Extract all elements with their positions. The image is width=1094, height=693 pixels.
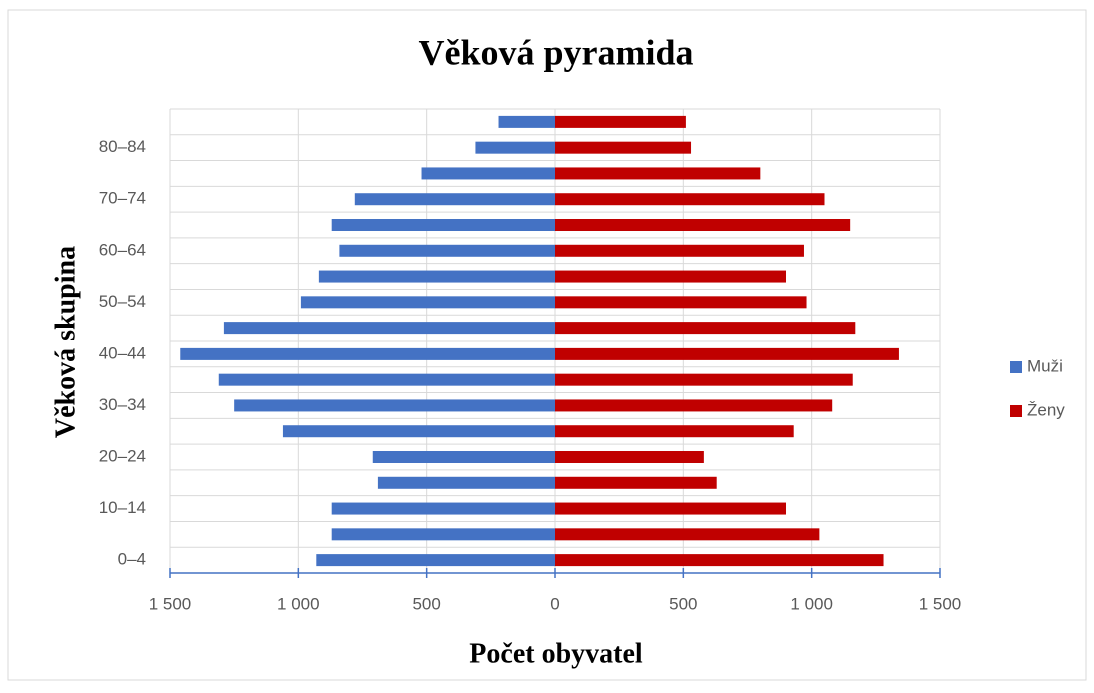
chart-title: Věková pyramida [418, 32, 693, 72]
bar [318, 270, 555, 283]
bar [555, 476, 717, 489]
bar [354, 193, 555, 206]
y-tick-label: 20–24 [99, 446, 146, 465]
bar [555, 141, 692, 154]
bar [316, 554, 555, 567]
x-tick-label: 1 500 [919, 594, 962, 613]
y-tick-label: 0–4 [118, 550, 146, 569]
bar [282, 425, 555, 438]
bar [555, 554, 884, 567]
y-tick-label: 10–14 [99, 498, 146, 517]
bar [300, 296, 555, 309]
bar [331, 219, 555, 231]
x-tick-label: 0 [550, 594, 559, 613]
bar [372, 451, 555, 463]
bar [421, 167, 555, 180]
bar [377, 476, 555, 489]
y-axis-title: Věková skupina [50, 246, 81, 438]
bar [555, 451, 704, 463]
bar [555, 502, 786, 515]
bar [555, 322, 856, 335]
bar [555, 193, 825, 206]
bar [218, 373, 555, 386]
x-tick-label: 1 000 [790, 594, 833, 613]
y-tick-label: 60–64 [99, 240, 146, 259]
bar [498, 115, 555, 128]
y-tick-label: 30–34 [99, 395, 146, 414]
y-tick-label: 80–84 [99, 137, 146, 156]
bar [555, 270, 786, 283]
bar [223, 322, 555, 335]
y-tick-label: 50–54 [99, 292, 146, 311]
bar [555, 219, 851, 231]
bar [555, 399, 833, 412]
legend-label: Muži [1027, 356, 1063, 375]
bar [555, 528, 820, 541]
legend-swatch [1010, 405, 1022, 417]
bar [331, 528, 555, 541]
x-tick-label: 500 [669, 594, 697, 613]
bar [555, 425, 794, 438]
bar [234, 399, 555, 412]
y-tick-label: 70–74 [99, 189, 146, 208]
y-tick-label: 40–44 [99, 343, 146, 362]
bar [555, 244, 804, 257]
bar [475, 141, 555, 154]
bar [180, 347, 555, 360]
x-tick-label: 1 000 [277, 594, 320, 613]
x-axis-title: Počet obyvatel [469, 638, 643, 669]
legend-label: Ženy [1027, 400, 1065, 419]
bar [555, 115, 686, 128]
x-tick-label: 500 [412, 594, 440, 613]
bar [331, 502, 555, 515]
x-tick-label: 1 500 [149, 594, 192, 613]
bar [555, 296, 807, 309]
bar [555, 373, 853, 386]
bar [339, 244, 555, 257]
bar [555, 347, 899, 360]
bar [555, 167, 761, 180]
legend-swatch [1010, 361, 1022, 373]
